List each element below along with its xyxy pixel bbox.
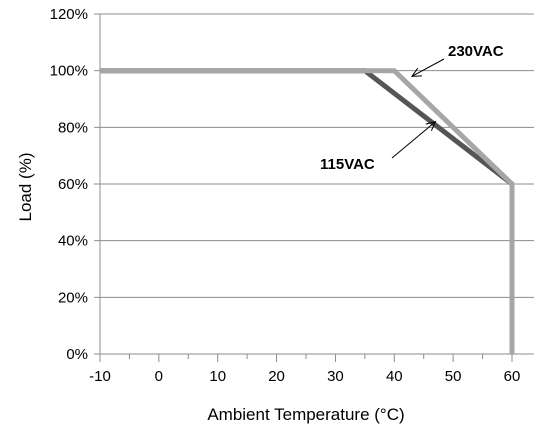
y-axis-title: Load (%) [16, 153, 35, 222]
series-line-230vac [100, 68, 515, 354]
y-tick-label: 80% [58, 119, 88, 136]
x-tick-label: -10 [89, 368, 111, 385]
y-tick-label: 20% [58, 289, 88, 306]
x-tick-label: 60 [504, 368, 521, 385]
y-tick-label: 40% [58, 233, 88, 250]
x-tick-label: 0 [155, 368, 163, 385]
x-axis-ticks: -10 0 10 20 30 40 50 60 [89, 354, 520, 385]
x-tick-label: 50 [445, 368, 462, 385]
y-tick-label: 0% [66, 346, 88, 363]
x-tick-label: 20 [268, 368, 285, 385]
x-tick-label: 40 [386, 368, 403, 385]
annotation-arrowhead [425, 120, 437, 131]
annotations: 230VAC 115VAC [320, 43, 504, 173]
annotation-label-115vac: 115VAC [320, 156, 375, 173]
series-lines [100, 68, 515, 354]
x-tick-label: 30 [327, 368, 344, 385]
y-tick-label: 100% [50, 63, 88, 80]
annotation-arrowhead [410, 67, 422, 77]
y-axis-ticks: 0% 20% 40% 60% 80% 100% 120% [50, 6, 100, 363]
annotation-arrow [391, 121, 436, 159]
annotation-label-230vac: 230VAC [448, 43, 504, 60]
x-axis-title: Ambient Temperature (°C) [207, 405, 404, 424]
annotation-arrow [411, 58, 445, 77]
y-tick-label: 60% [58, 176, 88, 193]
x-tick-label: 10 [209, 368, 226, 385]
series-line-115vac [100, 68, 515, 354]
y-tick-label: 120% [50, 6, 88, 23]
